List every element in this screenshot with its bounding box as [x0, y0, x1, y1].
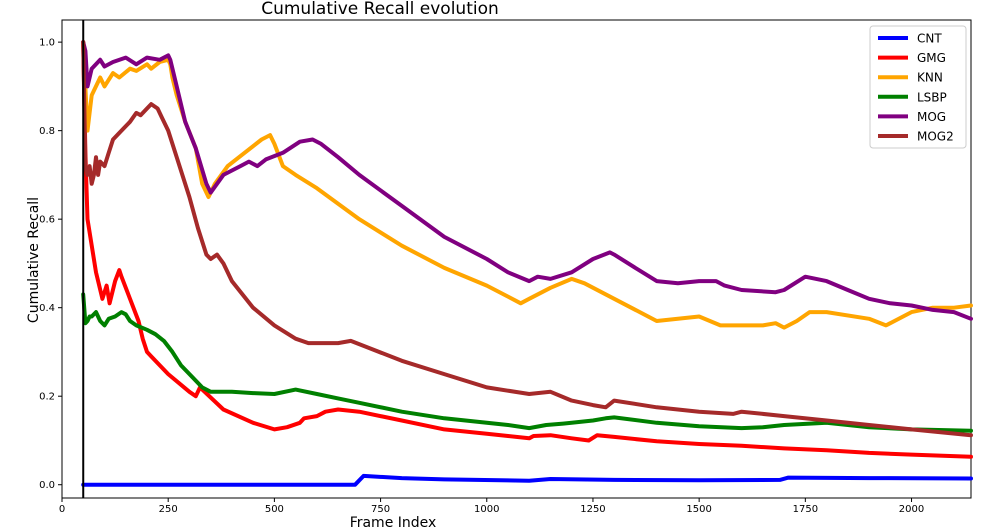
series-layer	[81, 40, 973, 487]
y-tick-label: 0.4	[39, 303, 55, 314]
series-line-knn	[81, 40, 973, 330]
legend-label-lsbp: LSBP	[917, 90, 947, 104]
x-tick-label: 0	[59, 504, 65, 515]
chart-title: Cumulative Recall evolution	[261, 0, 499, 19]
y-axis-label: Cumulative Recall	[26, 197, 42, 323]
series-line-lsbp	[81, 292, 973, 433]
plot-frame	[61, 19, 972, 499]
legend-label-mog2: MOG2	[917, 130, 954, 144]
x-tick-label: 2000	[899, 504, 924, 515]
y-axis: 0.0 0.2 0.4 0.6 0.8 1.0	[39, 38, 62, 491]
x-tick-label: 1750	[793, 504, 818, 515]
y-tick-label: 0.8	[39, 126, 55, 137]
x-tick-label: 1250	[580, 504, 605, 515]
y-tick-label: 0.0	[39, 480, 55, 491]
series-line-mog	[81, 40, 973, 321]
x-tick-label: 1500	[686, 504, 711, 515]
legend-label-gmg: GMG	[917, 51, 946, 65]
x-tick-label: 250	[159, 504, 178, 515]
legend-label-mog: MOG	[917, 110, 946, 124]
x-tick-label: 750	[371, 504, 390, 515]
series-line-mog2	[81, 40, 973, 438]
legend: CNT GMG KNN LSBP MOG MOG2	[869, 25, 967, 149]
y-tick-label: 0.2	[39, 392, 55, 403]
legend-label-cnt: CNT	[917, 32, 942, 46]
legend-label-knn: KNN	[917, 71, 943, 85]
series-line-cnt	[81, 473, 973, 487]
series-line-gmg	[81, 40, 973, 459]
x-tick-label: 500	[265, 504, 284, 515]
y-tick-label: 0.6	[39, 215, 55, 226]
x-axis: 0 250 500 750 1000 1250 1500 1750 2000	[59, 498, 924, 515]
x-tick-label: 1000	[474, 504, 499, 515]
x-axis-label: Frame Index	[350, 515, 437, 531]
y-tick-label: 1.0	[39, 38, 55, 49]
